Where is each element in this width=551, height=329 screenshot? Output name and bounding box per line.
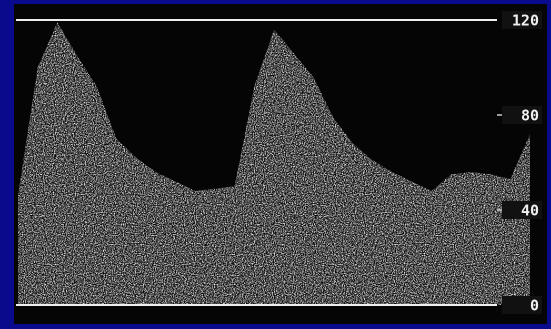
- y-tick-label: 80: [521, 107, 539, 125]
- y-tick-label: 120: [512, 12, 539, 30]
- tick-label-bg: [502, 201, 542, 219]
- tick-label-bg: [502, 11, 542, 29]
- y-tick-label: 40: [521, 202, 539, 220]
- y-tick-label: 0: [530, 297, 539, 315]
- plot: 0 40 80 120: [16, 11, 542, 315]
- spectral-waveform: [18, 22, 530, 305]
- tick-label-bg: [502, 106, 542, 124]
- tick-label-bg: [502, 296, 542, 314]
